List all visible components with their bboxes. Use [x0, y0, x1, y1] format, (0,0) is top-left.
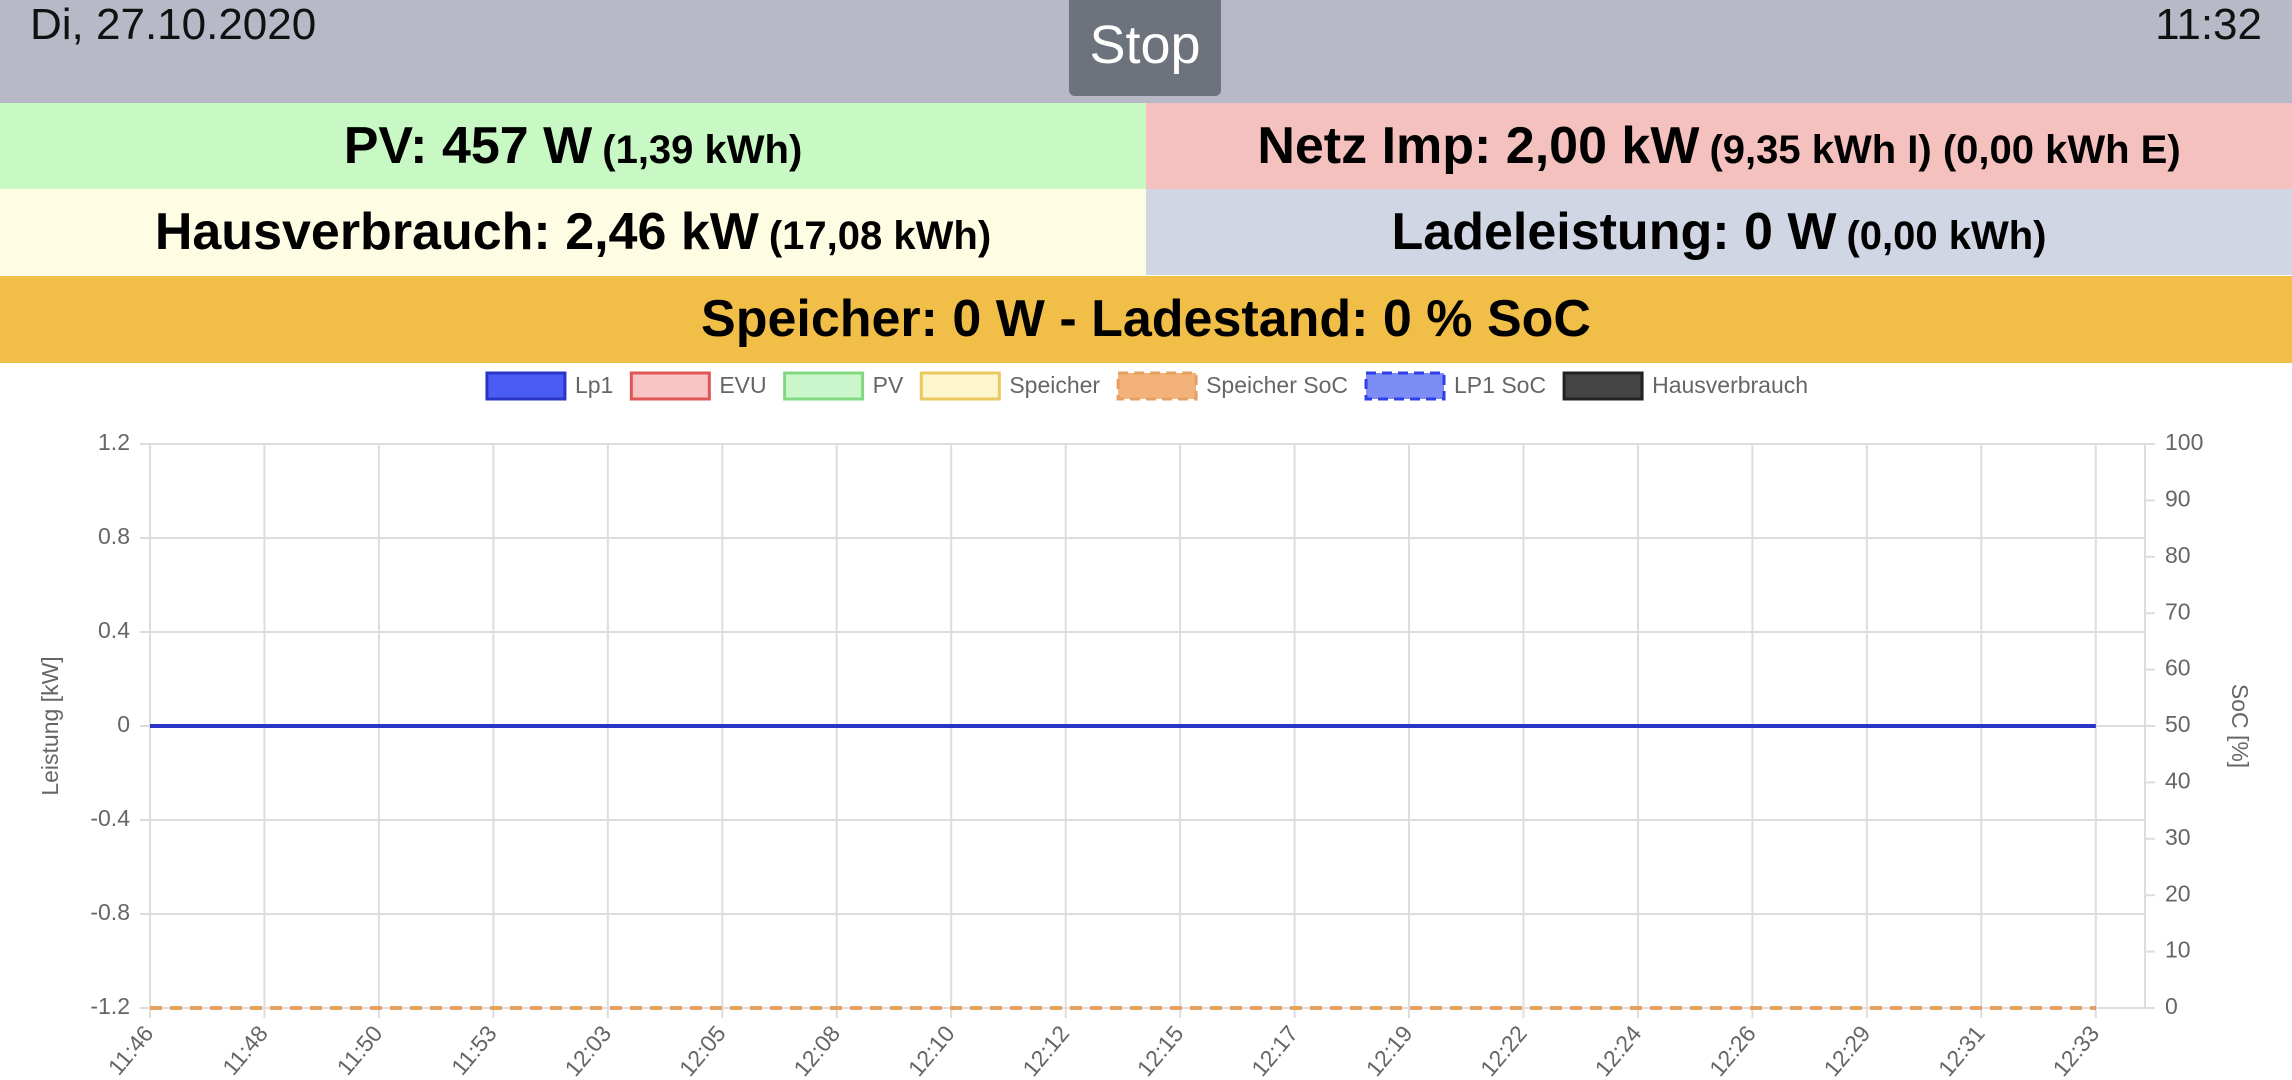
- legend-label: LP1 SoC: [1454, 372, 1546, 398]
- tile-main: Speicher: 0 W - Ladestand: 0 % SoC: [701, 290, 1591, 348]
- legend-label: Speicher SoC: [1206, 372, 1348, 398]
- legend-swatch: [485, 371, 567, 401]
- y-tick-label: -0.8: [90, 899, 130, 925]
- tile-sub: (9,35 kWh I) (0,00 kWh E): [1709, 128, 2181, 172]
- y2-tick-label: 60: [2165, 655, 2191, 681]
- date: Di, 27.10.2020: [30, 0, 317, 49]
- chart: -1.2 -0.8 -0.4 0 0.4 0.8 1.2 0 10 20 30 40 50 60 70 80 9…: [37, 371, 2253, 1080]
- x-tick-label: 12:19: [1361, 1020, 1418, 1080]
- top-bar: Di, 27.10.2020 Stop 11:32: [0, 0, 2292, 103]
- house-tile: Hausverbrauch: 2,46 kW (17,08 kWh): [0, 189, 1146, 275]
- x-tick-label: 12:08: [788, 1020, 845, 1080]
- legend-swatch: [1116, 371, 1198, 401]
- tile-main: Ladeleistung: 0 W: [1391, 203, 1837, 261]
- y-tick-label: 0: [117, 711, 130, 737]
- x-tick-label: 12:22: [1475, 1020, 1532, 1080]
- y2-tick-label: 50: [2165, 711, 2191, 737]
- y2-tick-label: 10: [2165, 937, 2191, 963]
- y2-tick-label: 70: [2165, 598, 2191, 624]
- time: 11:32: [2155, 0, 2262, 49]
- x-tick-label: 12:03: [559, 1020, 616, 1080]
- legend-label: Lp1: [575, 372, 613, 398]
- y-tick-label: -1.2: [90, 993, 130, 1019]
- y-tick-label: -0.4: [90, 805, 130, 831]
- x-tick-label: 12:12: [1017, 1020, 1074, 1080]
- y2-tick-label: 90: [2165, 485, 2191, 511]
- legend-swatch: [629, 371, 711, 401]
- x-tick-label: 12:17: [1246, 1020, 1303, 1080]
- tile-main: PV: 457 W: [343, 117, 593, 175]
- y-tick-label: 0.8: [98, 523, 130, 549]
- x-tick-label: 11:50: [332, 1020, 388, 1080]
- x-tick-label: 12:29: [1818, 1020, 1875, 1080]
- y2-tick-label: 20: [2165, 880, 2191, 906]
- legend-label: PV: [873, 372, 904, 398]
- y-tick-label: 0.4: [98, 617, 130, 643]
- legend-label: Speicher: [1009, 372, 1100, 398]
- legend-label: EVU: [719, 372, 766, 398]
- storage-tile: Speicher: 0 W - Ladestand: 0 % SoC: [0, 276, 2292, 363]
- x-tick-label: 12:24: [1590, 1020, 1647, 1080]
- x-tick-label: 11:53: [446, 1020, 502, 1080]
- x-tick-label: 12:15: [1132, 1020, 1189, 1080]
- y2-axis-label: SoC [%]: [2227, 684, 2253, 768]
- x-tick-label: 12:10: [903, 1020, 960, 1080]
- x-tick-label: 12:33: [2047, 1020, 2104, 1080]
- y2-tick-label: 100: [2165, 429, 2203, 455]
- x-tick-label: 12:26: [1704, 1020, 1761, 1080]
- tile-sub: (17,08 kWh): [768, 214, 992, 258]
- tile-sub: (0,00 kWh): [1846, 214, 2047, 258]
- y2-tick-label: 80: [2165, 542, 2191, 568]
- y2-tick-label: 30: [2165, 824, 2191, 850]
- legend-swatch: [1562, 371, 1644, 401]
- x-tick-label: 12:31: [1933, 1020, 1990, 1080]
- y-axis-label: Leistung [kW]: [37, 656, 63, 795]
- legend-swatch: [783, 371, 865, 401]
- x-tick-label: 11:48: [217, 1020, 273, 1080]
- tile-main: Hausverbrauch: 2,46 kW: [154, 203, 759, 261]
- legend-swatch: [919, 371, 1001, 401]
- tile-sub: (1,39 kWh): [602, 128, 803, 172]
- tile-main: Netz Imp: 2,00 kW: [1257, 117, 1700, 175]
- legend-swatch: [1364, 371, 1446, 401]
- grid-tile: Netz Imp: 2,00 kW (9,35 kWh I) (0,00 kWh …: [1146, 103, 2292, 189]
- y-tick-label: 1.2: [98, 429, 130, 455]
- legend-label: Hausverbrauch: [1652, 372, 1808, 398]
- stop-button[interactable]: Stop: [1069, 0, 1221, 96]
- x-tick-label: 11:46: [103, 1020, 159, 1080]
- pv-tile: PV: 457 W (1,39 kWh): [0, 103, 1146, 189]
- x-tick-label: 12:05: [674, 1020, 731, 1080]
- y2-tick-label: 40: [2165, 767, 2191, 793]
- y2-tick-label: 0: [2165, 993, 2178, 1019]
- charge-tile: Ladeleistung: 0 W (0,00 kWh): [1146, 189, 2292, 275]
